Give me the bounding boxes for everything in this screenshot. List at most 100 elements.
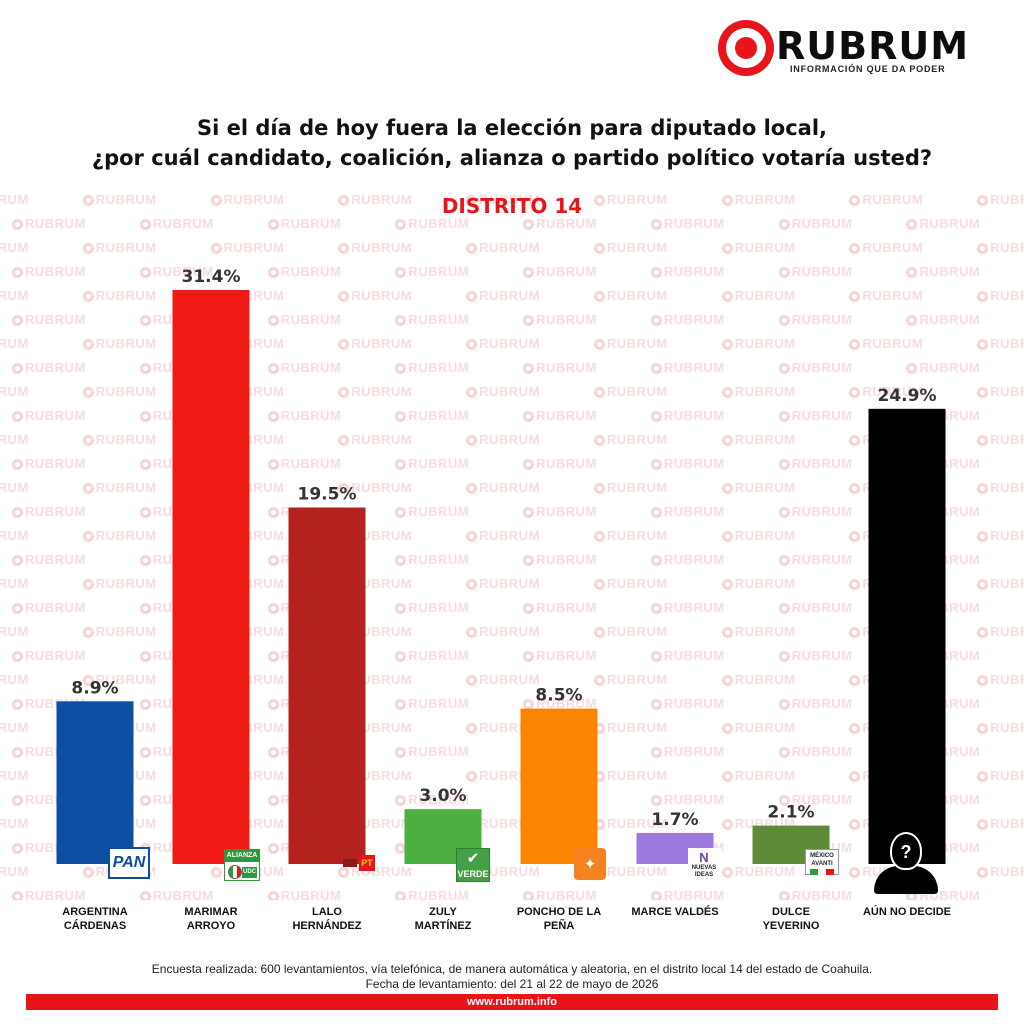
watermark-text: RUBRUM [523,312,597,327]
watermark-text: RUBRUM [395,360,469,375]
website-link[interactable]: www.rubrum.info [466,996,558,1008]
watermark-text: RUBRUM [268,360,342,375]
watermark-text: RUBRUM [722,432,796,447]
morena-logo [343,859,357,867]
nuevas-ideas-n-icon: Ν [699,850,709,865]
watermark-text: RUBRUM [268,408,342,423]
watermark-text: RUBRUM [779,312,853,327]
verde-logo: ✔ VERDE [456,848,490,882]
watermark-text: RUBRUM [523,888,597,900]
watermark-text: RUBRUM [83,288,157,303]
watermark-text: RUBRUM [0,672,29,687]
watermark-text: RUBRUM [466,240,540,255]
watermark-text: RUBRUM [0,768,29,783]
category-label-line: HERNÁNDEZ [292,920,362,932]
bar-value-label: 2.1% [767,803,814,823]
watermark-text: RUBRUM [594,576,668,591]
watermark-text: RUBRUM [466,192,540,207]
bar [172,290,250,864]
watermark-text: RUBRUM [12,312,86,327]
chart-title: Si el día de hoy fuera la elección para … [0,113,1024,173]
watermark-text: RUBRUM [466,528,540,543]
watermark-text: RUBRUM [977,576,1024,591]
rubrum-target-icon [718,20,774,76]
watermark-text: RUBRUM [268,888,342,900]
category-label: MARCE VALDÉS [615,905,735,919]
category-label-line: LALO [312,906,342,918]
watermark-text: RUBRUM [83,528,157,543]
watermark-text: RUBRUM [466,624,540,639]
flag-stripes-icon [810,869,834,875]
watermark-text: RUBRUM [779,360,853,375]
district-subtitle: DISTRITO 14 [441,194,583,218]
watermark-text: RUBRUM [722,576,796,591]
watermark-row: RUBRUM RUBRUM RUBRUM RUBRUM RUBRUM RUBRUM RUBR… [12,264,1024,279]
watermark-text: RUBRUM [0,864,29,879]
watermark-text: RUBRUM [83,576,157,591]
watermark-text: RUBRUM [906,216,980,231]
udc-logo-text: UDC [242,867,257,878]
watermark-row: RUBRUM RUBRUM RUBRUM RUBRUM RUBRUM RUBRUM RUBR… [0,240,1024,255]
watermark-text: RUBRUM [722,336,796,351]
toucan-icon: ✔ [466,850,480,867]
watermark-text: RUBRUM [779,792,853,807]
watermark-text: RUBRUM [395,408,469,423]
watermark-text: RUBRUM [651,456,725,471]
watermark-text: RUBRUM [338,240,412,255]
watermark-text: RUBRUM [594,384,668,399]
watermark-text: RUBRUM [466,672,540,687]
watermark-text: RUBRUM [395,456,469,471]
category-label: PONCHO DE LA PEÑA [499,905,619,933]
watermark-text: RUBRUM [140,888,214,900]
watermark-text: RUBRUM [338,624,412,639]
watermark-text: RUBRUM [977,672,1024,687]
watermark-text: RUBRUM [651,504,725,519]
watermark-text: RUBRUM [779,600,853,615]
survey-footnote: Encuesta realizada: 600 levantamientos, … [0,962,1024,992]
bar [56,701,134,864]
watermark-text: RUBRUM [338,720,412,735]
watermark-text: RUBRUM [466,480,540,495]
watermark-text: RUBRUM [0,384,29,399]
watermark-text: RUBRUM [779,264,853,279]
watermark-text: RUBRUM [977,288,1024,303]
watermark-text: RUBRUM [338,672,412,687]
category-label: DULCE YEVERINO [731,905,851,933]
watermark-text: RUBRUM [977,720,1024,735]
watermark-text: RUBRUM [594,720,668,735]
watermark-text: RUBRUM [594,624,668,639]
watermark-text: RUBRUM [83,432,157,447]
category-label-line: CÁRDENAS [63,920,127,932]
movimiento-ciudadano-logo: ✦ [574,848,606,880]
watermark-text: RUBRUM [977,240,1024,255]
watermark-text: RUBRUM [977,480,1024,495]
watermark-text: RUBRUM [12,408,86,423]
watermark-text: RUBRUM [977,192,1024,207]
watermark-text: RUBRUM [12,648,86,663]
watermark-text: RUBRUM [338,384,412,399]
watermark-text: RUBRUM [395,264,469,279]
watermark-text: RUBRUM [651,360,725,375]
undecided-silhouette-icon: ? [874,832,938,896]
watermark-text: RUBRUM [268,456,342,471]
mexico-avanti-logo: MÉXICO AVANTI [805,849,839,875]
watermark-text: RUBRUM [12,216,86,231]
brand-name: RUBRUM [776,24,970,68]
morena-pt-logo: PT [342,852,376,874]
watermark-text: RUBRUM [977,768,1024,783]
watermark-text: RUBRUM [395,312,469,327]
watermark-text: RUBRUM [338,192,412,207]
category-label-line: MARIMAR [184,906,238,918]
category-label-line: ZULY [429,906,457,918]
watermark-text: RUBRUM [0,720,29,735]
rubrum-watermark-pattern: RUBRUM RUBRUM RUBRUM RUBRUM RUBRUM RUBRUM RUBR… [0,180,1024,900]
watermark-text: RUBRUM [466,288,540,303]
bar-value-label: 3.0% [419,786,466,806]
watermark-text: RUBRUM [83,672,157,687]
watermark-text: RUBRUM [83,384,157,399]
watermark-text: RUBRUM [977,432,1024,447]
watermark-text: RUBRUM [0,528,29,543]
watermark-text: RUBRUM [849,192,923,207]
watermark-text: RUBRUM [466,576,540,591]
watermark-text: RUBRUM [0,480,29,495]
